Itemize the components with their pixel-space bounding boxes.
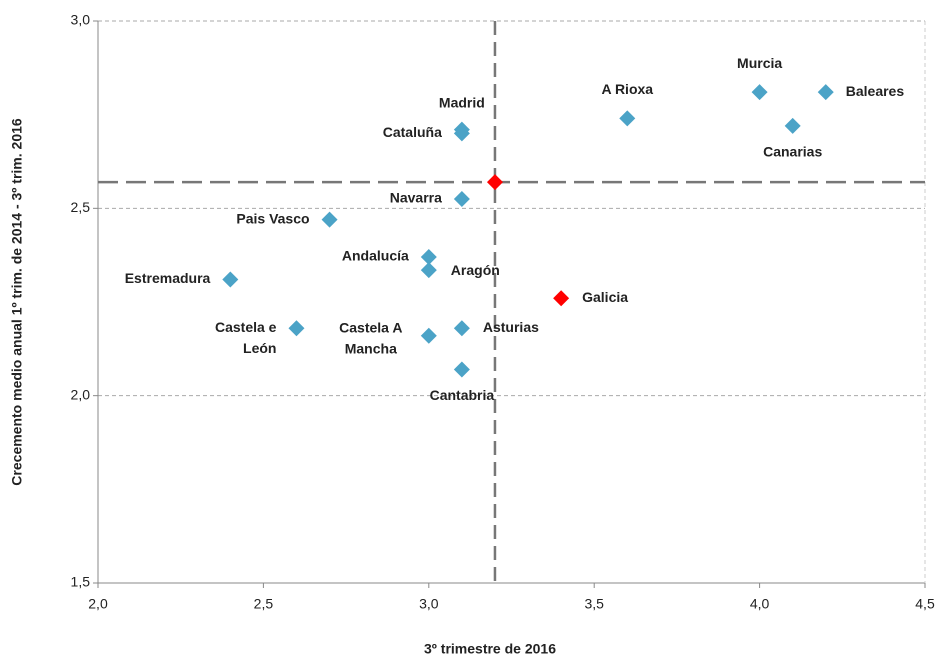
- point-label: Canarias: [763, 144, 822, 160]
- y-tick-label: 2,0: [71, 386, 91, 402]
- x-tick-label: 2,0: [88, 596, 108, 612]
- y-tick-label: 1,5: [71, 574, 91, 590]
- point-label: Aragón: [451, 262, 500, 278]
- x-tick-label: 3,0: [419, 596, 439, 612]
- point-label: Pais Vasco: [236, 210, 309, 226]
- point: [222, 271, 239, 288]
- point: [817, 84, 834, 101]
- point-label: Murcia: [737, 55, 782, 71]
- point: [553, 290, 570, 307]
- x-axis-title: 3º trimestre de 2016: [424, 641, 556, 657]
- y-tick-label: 2,5: [71, 199, 91, 215]
- point-label: Cantabria: [430, 387, 495, 403]
- point-label: Galicia: [582, 289, 628, 305]
- point-label: Navarra: [390, 190, 442, 206]
- point: [751, 84, 768, 101]
- point-label: Castela A Mancha: [339, 319, 402, 356]
- point: [420, 327, 437, 344]
- point: [420, 262, 437, 279]
- point-label: Estremadura: [125, 270, 211, 286]
- y-tick-label: 3,0: [71, 12, 91, 28]
- point: [288, 320, 305, 337]
- point: [420, 249, 437, 266]
- point: [784, 117, 801, 134]
- point-label: Madrid: [439, 94, 485, 110]
- point: [619, 110, 636, 127]
- point-label: Cataluña: [383, 124, 442, 140]
- point: [453, 320, 470, 337]
- x-tick-label: 3,5: [584, 596, 604, 612]
- point-label: Baleares: [846, 83, 905, 99]
- point-label: Asturias: [483, 319, 539, 335]
- point-label: Castela e León: [215, 319, 277, 356]
- point-label: Andalucía: [342, 248, 409, 264]
- point-label: A Rioxa: [601, 81, 653, 97]
- x-tick-label: 4,5: [915, 596, 935, 612]
- y-axis-title: Crecemento medio anual 1º trim. de 2014 …: [9, 118, 25, 486]
- point: [321, 211, 338, 228]
- point: [453, 361, 470, 378]
- point: [453, 190, 470, 207]
- point: [453, 125, 470, 142]
- x-tick-label: 2,5: [254, 596, 274, 612]
- point: [486, 174, 503, 191]
- x-tick-label: 4,0: [750, 596, 770, 612]
